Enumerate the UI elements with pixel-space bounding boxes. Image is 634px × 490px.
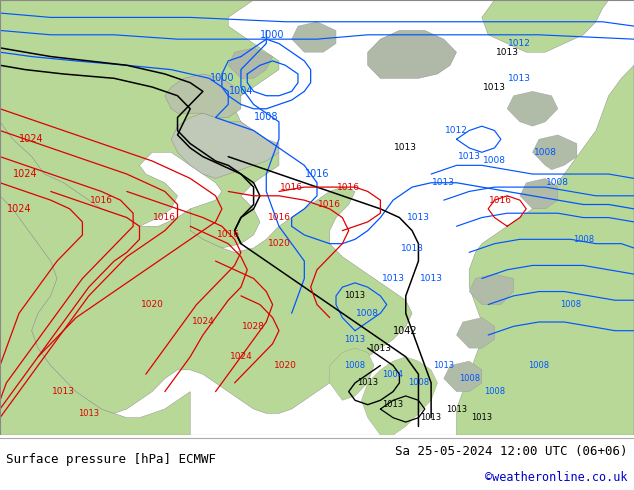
Text: 1000: 1000 — [210, 74, 234, 83]
Text: 1016: 1016 — [305, 169, 329, 179]
Polygon shape — [165, 74, 241, 118]
Text: 1020: 1020 — [274, 361, 297, 370]
Text: 1016: 1016 — [280, 183, 303, 192]
Text: 1008: 1008 — [534, 148, 557, 157]
Text: 1028: 1028 — [242, 322, 265, 331]
Text: 1008: 1008 — [560, 300, 581, 309]
Polygon shape — [444, 361, 482, 392]
Text: 1008: 1008 — [483, 156, 506, 166]
Text: 1016: 1016 — [217, 230, 240, 240]
Polygon shape — [0, 0, 279, 248]
Text: 1004: 1004 — [229, 86, 253, 97]
Text: 1000: 1000 — [261, 30, 285, 40]
Text: 1016: 1016 — [489, 196, 512, 205]
Text: 1024: 1024 — [13, 169, 37, 179]
Text: ©weatheronline.co.uk: ©weatheronline.co.uk — [485, 471, 628, 485]
Text: 1024: 1024 — [191, 318, 214, 326]
Text: 1013: 1013 — [357, 378, 378, 388]
Text: 1008: 1008 — [547, 178, 569, 187]
Text: 1013: 1013 — [344, 292, 366, 300]
Polygon shape — [469, 274, 514, 305]
Text: 1012: 1012 — [508, 39, 531, 48]
Polygon shape — [482, 0, 609, 52]
Text: 1013: 1013 — [344, 335, 366, 344]
Text: 1008: 1008 — [408, 378, 429, 388]
Text: 1020: 1020 — [268, 239, 290, 248]
Polygon shape — [0, 196, 190, 435]
Text: 1013: 1013 — [496, 48, 519, 57]
Text: 1013: 1013 — [407, 213, 430, 222]
Text: 1008: 1008 — [484, 387, 505, 396]
Text: 1008: 1008 — [573, 235, 594, 244]
Text: Surface pressure [hPa] ECMWF: Surface pressure [hPa] ECMWF — [6, 453, 216, 466]
Text: 1013: 1013 — [483, 82, 506, 92]
Text: 1013: 1013 — [401, 244, 424, 252]
Text: 1008: 1008 — [458, 374, 480, 383]
Text: 1016: 1016 — [268, 213, 290, 222]
Text: 1008: 1008 — [344, 361, 366, 370]
Text: 1013: 1013 — [369, 343, 392, 353]
Polygon shape — [0, 122, 412, 414]
Text: 1013: 1013 — [508, 74, 531, 83]
Text: 1016: 1016 — [337, 183, 360, 192]
Text: Sa 25-05-2024 12:00 UTC (06+06): Sa 25-05-2024 12:00 UTC (06+06) — [395, 445, 628, 458]
Text: 1012: 1012 — [445, 126, 468, 135]
Text: 1016: 1016 — [153, 213, 176, 222]
Text: 1008: 1008 — [528, 361, 550, 370]
Text: 1013: 1013 — [420, 413, 442, 422]
Polygon shape — [330, 348, 374, 400]
Text: 1004: 1004 — [382, 369, 404, 379]
Polygon shape — [292, 22, 336, 52]
Text: 1042: 1042 — [394, 326, 418, 336]
Text: 1020: 1020 — [141, 300, 164, 309]
Text: 1013: 1013 — [446, 405, 467, 414]
Polygon shape — [456, 65, 634, 435]
Text: 1013: 1013 — [382, 400, 404, 409]
Text: 1016: 1016 — [90, 196, 113, 205]
Polygon shape — [520, 178, 558, 209]
Text: 1013: 1013 — [420, 274, 443, 283]
Polygon shape — [507, 91, 558, 126]
Text: 1016: 1016 — [318, 200, 341, 209]
Text: 1013: 1013 — [471, 413, 493, 422]
Polygon shape — [361, 357, 437, 435]
Polygon shape — [171, 113, 279, 178]
Text: 1024: 1024 — [230, 352, 252, 361]
Text: 1013: 1013 — [382, 274, 404, 283]
Text: 1013: 1013 — [432, 178, 455, 187]
Polygon shape — [533, 135, 577, 170]
Text: 1024: 1024 — [7, 204, 31, 214]
Text: 1024: 1024 — [20, 134, 44, 144]
Text: 1013: 1013 — [433, 361, 455, 370]
Text: 1008: 1008 — [254, 113, 278, 122]
Text: 1013: 1013 — [458, 152, 481, 161]
Text: 1013: 1013 — [394, 144, 417, 152]
Text: 1008: 1008 — [356, 309, 379, 318]
Text: 1013: 1013 — [78, 409, 100, 418]
Text: 1013: 1013 — [52, 387, 75, 396]
Polygon shape — [228, 48, 273, 78]
Polygon shape — [456, 318, 495, 348]
Polygon shape — [368, 30, 456, 78]
